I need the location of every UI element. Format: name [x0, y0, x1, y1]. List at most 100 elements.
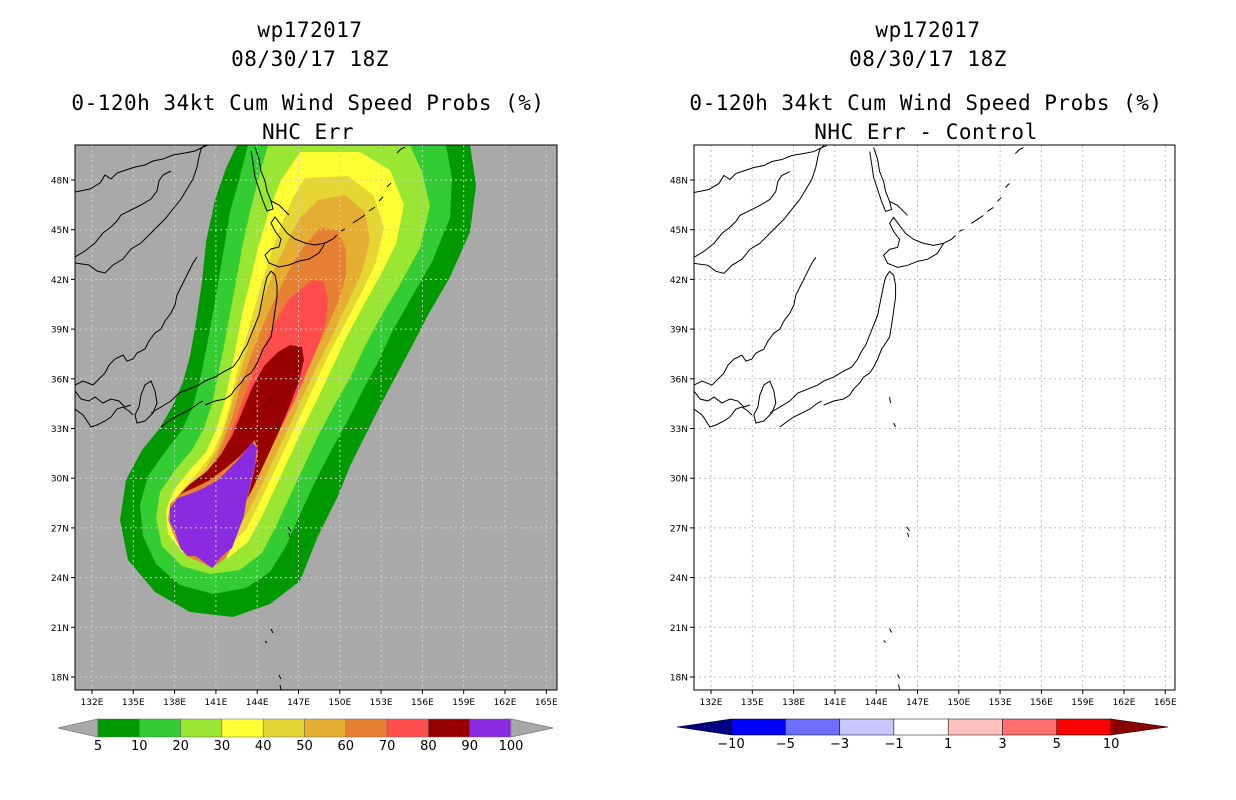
lat-label: 42N [670, 276, 688, 286]
right-map-panel: 48N 45N 42N 39N 36N 33N 30N 27N 24N 21N 18N 132E 135… [670, 144, 1177, 709]
colorbar-label: −5 [776, 737, 795, 752]
left-product-title: 0-120h 34kt Cum Wind Speed Probs (%) [71, 91, 545, 115]
lat-label: 33N [670, 425, 688, 435]
colorbar-label: 20 [172, 739, 189, 754]
lon-label: 165E [535, 698, 558, 708]
left-datetime: 08/30/17 18Z [231, 47, 389, 71]
colorbar-swatch [345, 718, 388, 738]
colorbar-label: 70 [379, 739, 396, 754]
right-axis-ticks: 48N 45N 42N 39N 36N 33N 30N 27N 24N 21N 18N 132E 135… [670, 177, 1177, 709]
lat-label: 18N [51, 674, 69, 684]
left-map-frame [74, 144, 558, 691]
lon-label: 165E [1154, 698, 1177, 708]
lat-label: 30N [670, 475, 688, 485]
lon-label: 153E [989, 698, 1012, 708]
colorbar-high-arrow [1110, 718, 1169, 736]
lon-label: 162E [1113, 698, 1136, 708]
colorbar-swatch [893, 718, 949, 736]
lat-label: 42N [51, 276, 69, 286]
lat-label: 48N [670, 177, 688, 187]
colorbar-label: −3 [830, 737, 849, 752]
colorbar-label: 5 [94, 739, 102, 754]
contour-100 [170, 442, 257, 568]
left-axis-ticks: 48N 45N 42N 39N 36N 33N 30N 27N 24N 21N 18N 132E 135… [51, 177, 558, 709]
right-gridlines [694, 145, 1175, 690]
colorbar-label: 5 [1053, 737, 1061, 752]
lon-label: 159E [452, 698, 475, 708]
lon-label: 141E [823, 698, 846, 708]
lon-label: 147E [906, 698, 929, 708]
colorbar-low-arrow [57, 718, 99, 738]
lon-label: 153E [370, 698, 393, 708]
lon-label: 135E [741, 698, 764, 708]
colorbar-low-arrow [676, 718, 732, 736]
colorbar-label: 60 [338, 739, 355, 754]
lat-label: 48N [51, 177, 69, 187]
colorbar-label: 90 [461, 739, 478, 754]
colorbar-label: 1 [944, 737, 952, 752]
lat-label: 36N [670, 375, 688, 385]
colorbar-label: 10 [131, 739, 148, 754]
lon-label: 138E [163, 698, 186, 708]
colorbar-swatch [386, 718, 429, 738]
right-datetime: 08/30/17 18Z [849, 47, 1007, 71]
lat-label: 36N [51, 375, 69, 385]
colorbar-label: 50 [296, 739, 313, 754]
colorbar-label: −1 [884, 737, 903, 752]
lat-label: 39N [670, 326, 688, 336]
lat-label: 18N [670, 674, 688, 684]
left-storm-id: wp172017 [257, 18, 363, 42]
colorbar-label: 100 [499, 739, 524, 754]
right-product-title: 0-120h 34kt Cum Wind Speed Probs (%) [689, 91, 1163, 115]
colorbar-swatch [839, 718, 895, 736]
colorbar-swatch [304, 718, 347, 738]
lat-label: 27N [51, 524, 69, 534]
lon-label: 147E [287, 698, 310, 708]
lon-label: 162E [494, 698, 517, 708]
lat-label: 21N [670, 624, 688, 634]
lon-label: 150E [328, 698, 351, 708]
right-storm-id: wp172017 [875, 18, 981, 42]
colorbar-swatch [469, 718, 512, 738]
lat-label: 39N [51, 326, 69, 336]
lat-label: 45N [670, 226, 688, 236]
right-colorbar: −10 −5 −3 −1 1 3 5 10 [676, 718, 1169, 752]
lat-label: 45N [51, 226, 69, 236]
lat-label: 33N [51, 425, 69, 435]
lon-label: 144E [865, 698, 888, 708]
left-colorbar: 5 10 20 30 40 50 60 70 80 90 100 [57, 718, 554, 754]
colorbar-swatch [139, 718, 181, 738]
colorbar-label: 30 [214, 739, 231, 754]
left-map-panel: 48N 45N 42N 39N 36N 33N 30N 27N 24N 21N 18N 132E 135… [51, 144, 558, 709]
right-map-background [694, 145, 1175, 690]
right-subtitle: NHC Err - Control [814, 120, 1038, 144]
colorbar-swatch [730, 718, 786, 736]
lon-label: 132E [700, 698, 723, 708]
lon-label: 138E [782, 698, 805, 708]
colorbar-swatch [97, 718, 140, 738]
colorbar-swatch [180, 718, 223, 738]
lat-label: 30N [51, 475, 69, 485]
colorbar-swatch [1056, 718, 1112, 736]
lon-label: 156E [1030, 698, 1053, 708]
lon-label: 144E [246, 698, 269, 708]
colorbar-label: 40 [255, 739, 272, 754]
lon-label: 150E [947, 698, 970, 708]
lon-label: 135E [122, 698, 145, 708]
lat-label: 24N [670, 574, 688, 584]
lon-label: 156E [411, 698, 434, 708]
lon-label: 132E [81, 698, 104, 708]
colorbar-swatch [785, 718, 840, 736]
colorbar-label: 80 [420, 739, 437, 754]
colorbar-swatch [947, 718, 1003, 736]
colorbar-swatch [1002, 718, 1058, 736]
lat-label: 27N [670, 524, 688, 534]
colorbar-label: −10 [717, 737, 744, 752]
left-gridlines [75, 145, 557, 690]
colorbar-high-arrow [510, 718, 554, 738]
colorbar-label: 10 [1103, 737, 1120, 752]
lat-label: 24N [51, 574, 69, 584]
right-map-frame [693, 144, 1176, 691]
colorbar-swatch [221, 718, 264, 738]
